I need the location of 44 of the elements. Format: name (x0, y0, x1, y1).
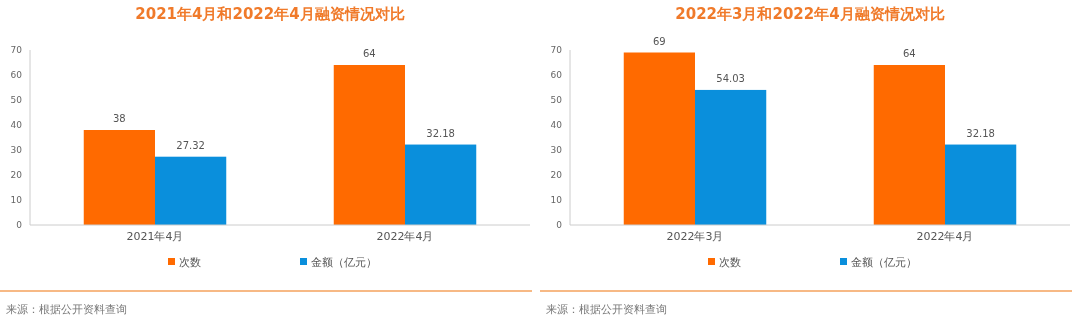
source-note: 来源：根据公开资料查询 (546, 303, 667, 316)
data-label: 32.18 (426, 127, 455, 139)
bar (83, 130, 155, 225)
bar (873, 65, 945, 225)
y-tick-label: 0 (16, 220, 23, 231)
x-tick-label: 2022年4月 (916, 230, 974, 243)
bar (155, 156, 227, 225)
y-tick-label: 20 (550, 170, 563, 181)
y-tick-label: 50 (10, 95, 23, 106)
bar (945, 144, 1017, 225)
y-tick-label: 40 (10, 120, 23, 131)
legend-label: 次数 (179, 255, 201, 269)
y-tick-label: 10 (550, 195, 563, 206)
data-label: 64 (363, 48, 376, 59)
x-tick-label: 2022年3月 (666, 230, 724, 243)
y-tick-label: 0 (556, 220, 563, 231)
source-note: 来源：根据公开资料查询 (6, 303, 127, 316)
data-label: 32.18 (966, 127, 995, 139)
chart-title: 2021年4月和2022年4月融资情况对比 (135, 5, 405, 23)
bar (695, 89, 767, 225)
bar (333, 65, 405, 225)
legend-label: 金额（亿元） (311, 255, 377, 269)
y-tick-label: 60 (550, 70, 563, 81)
data-label: 38 (113, 113, 126, 124)
bar (623, 52, 695, 225)
data-label: 54.03 (716, 72, 745, 84)
y-tick-label: 10 (10, 195, 23, 206)
y-tick-label: 30 (10, 145, 23, 156)
data-label: 69 (653, 35, 666, 47)
y-tick-label: 50 (550, 95, 563, 106)
data-label: 64 (903, 48, 916, 59)
x-tick-label: 2022年4月 (376, 230, 434, 243)
chart-title: 2022年3月和2022年4月融资情况对比 (675, 5, 945, 23)
legend-label: 次数 (719, 255, 741, 269)
bar (405, 144, 477, 225)
x-tick-label: 2021年4月 (126, 230, 184, 243)
y-tick-label: 70 (10, 45, 23, 56)
data-label: 27.32 (176, 139, 205, 151)
y-tick-label: 30 (550, 145, 563, 156)
y-tick-label: 20 (10, 170, 23, 181)
legend-label: 金额（亿元） (851, 255, 917, 269)
y-tick-label: 70 (550, 45, 563, 56)
y-tick-label: 60 (10, 70, 23, 81)
y-tick-label: 40 (550, 120, 563, 131)
